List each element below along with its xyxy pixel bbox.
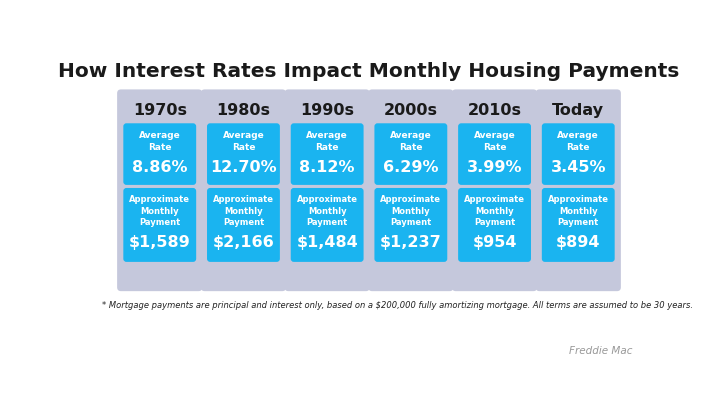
Text: Average
Rate: Average Rate (139, 131, 181, 152)
Text: Approximate
Monthly
Payment: Approximate Monthly Payment (464, 195, 525, 227)
Text: 6.29%: 6.29% (383, 160, 438, 175)
FancyBboxPatch shape (291, 123, 364, 185)
Text: 3.45%: 3.45% (551, 160, 606, 175)
Text: Average
Rate: Average Rate (557, 131, 599, 152)
Text: Average
Rate: Average Rate (390, 131, 432, 152)
Text: $2,166: $2,166 (212, 235, 274, 250)
FancyBboxPatch shape (117, 90, 202, 291)
Text: 2010s: 2010s (467, 103, 521, 118)
FancyBboxPatch shape (374, 123, 447, 185)
Text: 8.12%: 8.12% (300, 160, 355, 175)
FancyBboxPatch shape (458, 123, 531, 185)
FancyBboxPatch shape (123, 188, 196, 262)
FancyBboxPatch shape (291, 188, 364, 262)
Text: Approximate
Monthly
Payment: Approximate Monthly Payment (380, 195, 441, 227)
Text: 1990s: 1990s (300, 103, 354, 118)
Text: 1970s: 1970s (132, 103, 186, 118)
Text: Approximate
Monthly
Payment: Approximate Monthly Payment (297, 195, 358, 227)
FancyBboxPatch shape (536, 90, 621, 291)
Text: 1980s: 1980s (217, 103, 271, 118)
Text: $1,237: $1,237 (380, 235, 442, 250)
Text: $1,589: $1,589 (129, 235, 191, 250)
Text: 12.70%: 12.70% (210, 160, 276, 175)
Text: 3.99%: 3.99% (467, 160, 522, 175)
Text: 8.86%: 8.86% (132, 160, 187, 175)
FancyBboxPatch shape (542, 188, 615, 262)
Text: 2000s: 2000s (384, 103, 438, 118)
Text: $954: $954 (472, 235, 517, 250)
FancyBboxPatch shape (207, 188, 280, 262)
Text: Today: Today (552, 103, 604, 118)
Text: * Mortgage payments are principal and interest only, based on a $200,000 fully a: * Mortgage payments are principal and in… (102, 301, 693, 309)
Text: $1,484: $1,484 (296, 235, 358, 250)
Text: Approximate
Monthly
Payment: Approximate Monthly Payment (548, 195, 608, 227)
FancyBboxPatch shape (207, 123, 280, 185)
FancyBboxPatch shape (284, 90, 370, 291)
Text: Approximate
Monthly
Payment: Approximate Monthly Payment (130, 195, 190, 227)
Text: Average
Rate: Average Rate (222, 131, 264, 152)
Text: Freddie Mac: Freddie Mac (569, 346, 632, 356)
FancyBboxPatch shape (368, 90, 454, 291)
Text: Average
Rate: Average Rate (474, 131, 516, 152)
Text: How Interest Rates Impact Monthly Housing Payments: How Interest Rates Impact Monthly Housin… (58, 62, 680, 81)
FancyBboxPatch shape (374, 188, 447, 262)
Text: Average
Rate: Average Rate (306, 131, 348, 152)
FancyBboxPatch shape (123, 123, 196, 185)
FancyBboxPatch shape (452, 90, 537, 291)
Text: Approximate
Monthly
Payment: Approximate Monthly Payment (213, 195, 274, 227)
FancyBboxPatch shape (201, 90, 286, 291)
FancyBboxPatch shape (458, 188, 531, 262)
FancyBboxPatch shape (542, 123, 615, 185)
Text: $894: $894 (556, 235, 600, 250)
